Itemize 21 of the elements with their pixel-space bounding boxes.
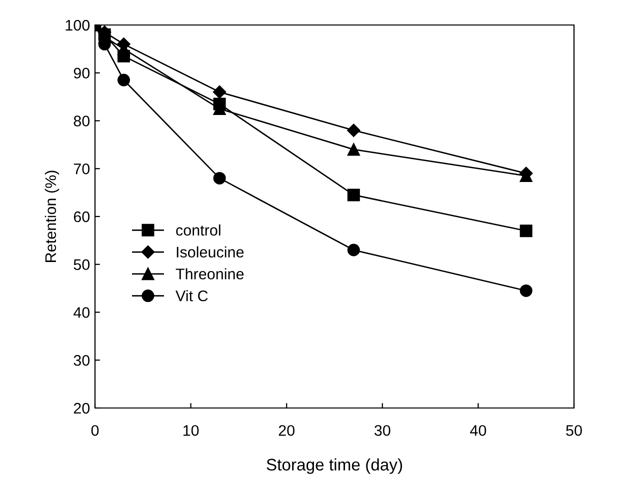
y-tick-label: 90: [74, 68, 90, 79]
x-axis-title: Storage time (day): [266, 458, 402, 474]
x-tick-label: 10: [183, 425, 199, 436]
x-tick-label: 0: [91, 425, 99, 436]
legend-label: Threonine: [176, 268, 244, 280]
y-tick-label: 60: [74, 211, 90, 222]
y-tick-label: 30: [74, 354, 90, 366]
y-axis-title: Retention (%): [44, 170, 60, 262]
legend-label: control: [176, 224, 220, 236]
y-tick-label: 20: [74, 402, 90, 414]
x-tick-label: 40: [470, 425, 486, 436]
legend-label: Isoleucine: [176, 246, 244, 258]
y-tick-label: 40: [74, 307, 90, 318]
x-tick-label: 50: [566, 425, 582, 436]
y-tick-label: 80: [74, 116, 90, 126]
x-tick-label: 20: [278, 425, 294, 436]
legend-label: Vit C: [176, 290, 208, 302]
x-tick-label: 30: [374, 425, 390, 436]
y-tick-label: 70: [74, 163, 90, 174]
y-tick-label: 50: [74, 259, 90, 270]
y-tick-label: 100: [66, 20, 90, 31]
